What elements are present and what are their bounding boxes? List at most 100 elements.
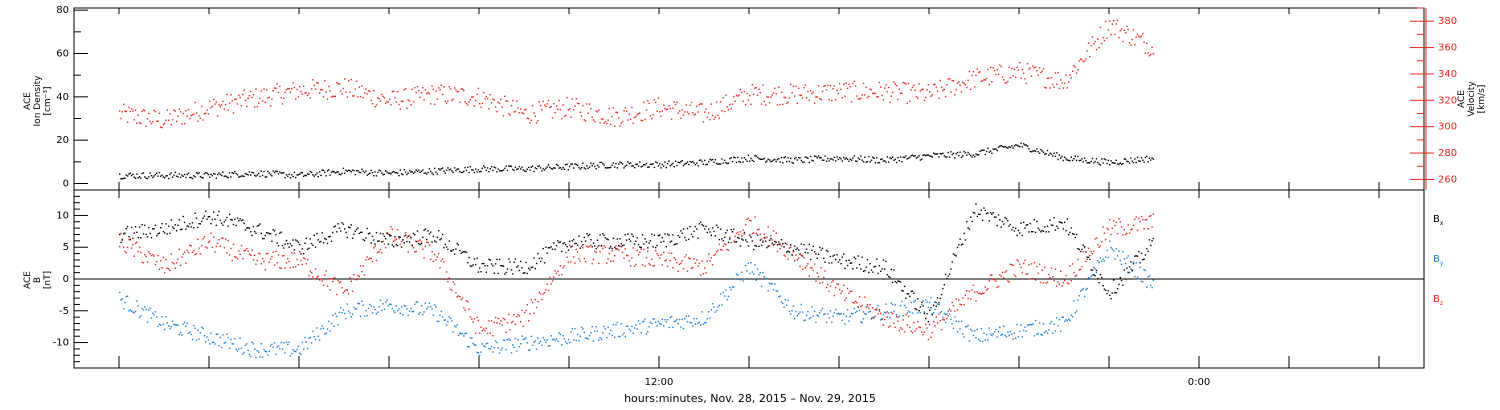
velocity-series-point xyxy=(975,74,977,77)
density-series-point xyxy=(1032,150,1034,152)
bx-series-point xyxy=(725,232,727,234)
by-series-point xyxy=(860,321,862,323)
bx-series-point xyxy=(477,271,480,273)
bz-series-point xyxy=(157,254,159,257)
density-series-point xyxy=(1093,162,1095,164)
velocity-series-point xyxy=(922,88,924,90)
by-series-point xyxy=(865,313,867,315)
bz-series-point xyxy=(686,270,689,272)
density-series-point xyxy=(300,171,302,174)
velocity-series-point xyxy=(637,112,640,115)
velocity-series-point xyxy=(472,96,474,98)
bz-series-point xyxy=(974,291,976,293)
bx-series-point xyxy=(746,241,748,243)
bz-series-point xyxy=(1024,259,1026,262)
velocity-series-point xyxy=(1134,43,1136,46)
bz-series-point xyxy=(1120,226,1123,228)
velocity-series-point xyxy=(1148,55,1151,57)
velocity-series-point xyxy=(306,94,309,97)
density-series-point xyxy=(770,161,772,163)
bx-series-point xyxy=(251,234,253,237)
density-series-point xyxy=(1103,158,1106,160)
velocity-series-point xyxy=(660,115,662,118)
by-series-point xyxy=(1146,286,1148,288)
bx-series-point xyxy=(541,257,543,260)
density-series-point xyxy=(618,163,620,165)
by-series-point xyxy=(913,301,915,303)
bz-series-point xyxy=(455,292,457,294)
bx-series-point xyxy=(603,234,605,237)
velocity-series-point xyxy=(849,86,851,88)
density-series-point xyxy=(1123,158,1125,160)
velocity-series-point xyxy=(517,107,519,109)
bx-series-point xyxy=(133,232,135,234)
velocity-series-point xyxy=(187,108,190,111)
by-series-point xyxy=(128,310,130,312)
by-series-point xyxy=(841,319,843,321)
density-series-point xyxy=(158,171,161,174)
density-series-point xyxy=(1139,160,1141,162)
bz-series-point xyxy=(680,262,682,264)
bx-series-point xyxy=(340,230,342,232)
bz-series-point xyxy=(1007,280,1009,282)
by-series-point xyxy=(984,339,986,341)
bz-series-point xyxy=(760,238,763,240)
velocity-series-point xyxy=(774,87,776,89)
bx-series-point xyxy=(694,225,697,228)
density-series-point xyxy=(816,157,818,159)
bz-series-point xyxy=(205,246,207,248)
velocity-series-point xyxy=(759,92,761,94)
by-series-point xyxy=(426,308,428,310)
velocity-series-point xyxy=(320,89,322,91)
by-series-point xyxy=(309,336,311,339)
by-series-point xyxy=(377,311,379,313)
velocity-series-point xyxy=(575,98,577,100)
density-series-point xyxy=(1085,160,1087,162)
velocity-series-point xyxy=(321,88,323,91)
bz-series-point xyxy=(226,252,228,254)
velocity-series-point xyxy=(390,104,392,106)
velocity-series-point xyxy=(456,90,458,93)
b-tick-label: 0 xyxy=(63,274,69,285)
bz-series-point xyxy=(868,307,870,310)
by-series-point xyxy=(632,332,634,334)
bx-series-point xyxy=(382,233,384,235)
velocity-series-point xyxy=(758,88,760,90)
density-series-point xyxy=(255,175,257,177)
by-series-point xyxy=(1105,256,1107,258)
velocity-series-point xyxy=(970,88,972,91)
velocity-series-point xyxy=(228,102,231,104)
bz-series-point xyxy=(985,289,988,291)
bx-series-point xyxy=(1066,218,1068,220)
bx-series-point xyxy=(1127,271,1129,274)
time-tick-label: 0:00 xyxy=(1188,377,1210,388)
density-series-point xyxy=(528,166,530,169)
bx-series-point xyxy=(1111,292,1113,294)
bx-series-point xyxy=(980,209,982,211)
bx-series-point xyxy=(824,261,826,263)
density-series-point xyxy=(1058,154,1061,156)
by-series-point xyxy=(288,341,290,343)
density-axis-title-line: [cm⁻³] xyxy=(43,86,53,115)
bx-series-point xyxy=(756,234,759,236)
velocity-series-point xyxy=(620,122,622,124)
density-series-point xyxy=(918,155,920,157)
by-series-point xyxy=(381,309,383,312)
density-series-point xyxy=(845,157,847,159)
velocity-series-point xyxy=(383,97,386,99)
by-series-point xyxy=(648,326,650,328)
velocity-series-point xyxy=(1065,74,1067,76)
velocity-series-point xyxy=(502,115,505,117)
density-series-point xyxy=(288,173,290,175)
by-series-point xyxy=(134,310,137,312)
bx-series-point xyxy=(220,222,223,224)
bx-series-point xyxy=(206,218,208,220)
bz-series-point xyxy=(619,245,621,247)
by-series-point xyxy=(305,341,307,343)
density-series-point xyxy=(573,167,575,169)
density-series-point xyxy=(284,177,286,179)
bx-series-point xyxy=(857,255,859,257)
velocity-series-point xyxy=(1150,53,1152,56)
bz-series-point xyxy=(234,256,236,258)
density-series-point xyxy=(686,161,689,163)
